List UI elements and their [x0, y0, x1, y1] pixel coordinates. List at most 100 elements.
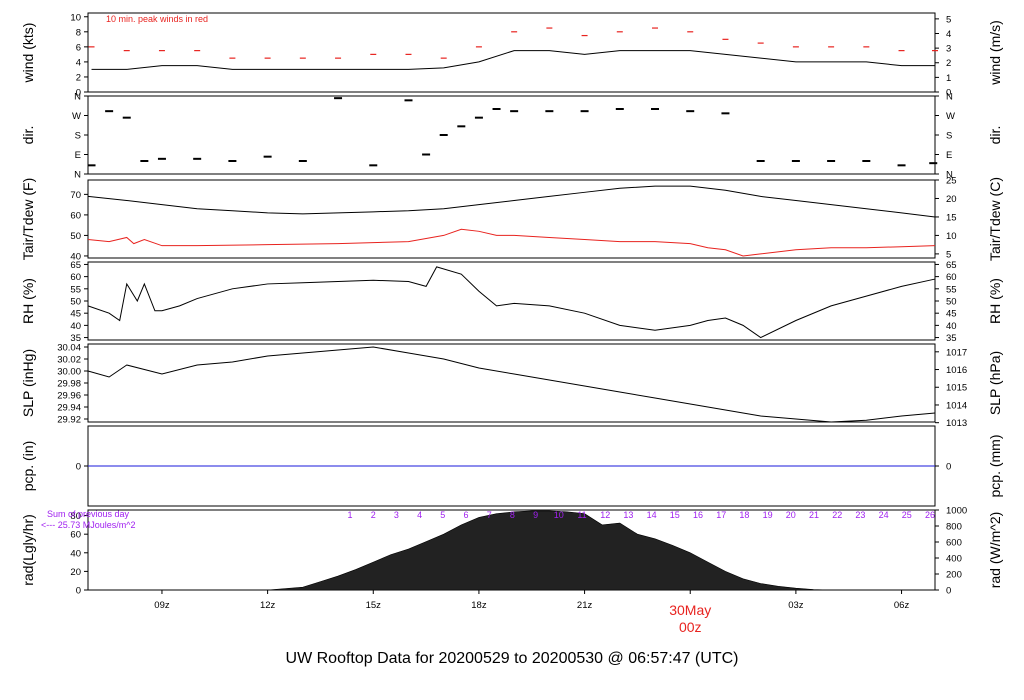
ytick-label-left: 40	[70, 251, 81, 262]
ytick-label-left: N	[74, 92, 81, 103]
rad-hour-label: 3	[394, 510, 399, 520]
ytick-label-left: 45	[70, 309, 81, 320]
ytick-label-right: 600	[946, 538, 962, 549]
panel-pcp: pcp. (in) pcp. (mm) 0 0	[20, 425, 1003, 507]
ytick-label-left: 0	[76, 88, 81, 99]
ylabel-left: wind (kts)	[20, 23, 36, 84]
ytick-label-right: 1017	[946, 347, 967, 358]
ytick-label-left: 50	[70, 297, 81, 308]
series-wind	[91, 50, 935, 70]
ytick-label-right: 65	[946, 260, 957, 271]
rad-hour-label: 16	[693, 510, 703, 520]
ytick-label-right: 50	[946, 297, 957, 308]
rad-hour-label: 8	[510, 510, 515, 520]
ytick-label-right: W	[946, 111, 955, 122]
rad-hour-label: 5	[440, 510, 445, 520]
chart-title: UW Rooftop Data for 20200529 to 20200530…	[285, 650, 739, 667]
ytick-label-left: 40	[70, 321, 81, 332]
ytick-label-left: 20	[70, 567, 81, 578]
rad-hour-label: 15	[670, 510, 680, 520]
ytick-label-right: 0	[946, 586, 951, 597]
xtick-label: 12z	[260, 600, 276, 611]
ytick-label-left: 29.92	[57, 415, 81, 426]
ytick-label-left: 70	[70, 190, 81, 201]
ylabel-left: dir.	[20, 126, 36, 145]
xtick-label: 18z	[471, 600, 487, 611]
ytick-label-left: 60	[70, 272, 81, 283]
date-label: 30May	[669, 602, 711, 618]
ytick-label-right: 0	[946, 462, 951, 473]
ytick-label-right: S	[946, 131, 952, 142]
panel-frame	[87, 343, 936, 423]
ylabel-right: pcp. (mm)	[987, 435, 1003, 498]
rad-hour-label: 26	[925, 510, 935, 520]
ytick-label-left: 30.04	[57, 343, 81, 354]
rad-hour-label: 20	[786, 510, 796, 520]
ytick-label-right: 200	[946, 570, 962, 581]
ytick-label-left: 40	[70, 548, 81, 559]
ytick-label-left: W	[72, 111, 81, 122]
ytick-label-right: 1013	[946, 418, 967, 429]
ytick-label-right: 1000	[946, 506, 967, 517]
rad-hour-label: 13	[623, 510, 633, 520]
ytick-label-left: N	[74, 170, 81, 181]
ytick-label-left: 2	[76, 72, 81, 83]
ytick-label-left: 4	[76, 57, 81, 68]
ylabel-right: Tair/Tdew (C)	[987, 177, 1003, 261]
ylabel-right: SLP (hPa)	[987, 351, 1003, 415]
xtick-label: 09z	[154, 600, 170, 611]
xtick-label: 06z	[894, 600, 910, 611]
rad-sum-note: <--- 25.73 MJoules/m^2	[41, 520, 136, 530]
ytick-label-left: 30.00	[57, 367, 81, 378]
series-SLP	[87, 346, 936, 423]
rad-hour-label: 14	[647, 510, 657, 520]
ytick-label-left: 8	[76, 27, 81, 38]
rad-hour-label: 6	[463, 510, 468, 520]
rad-hour-label: 24	[879, 510, 889, 520]
date-hour-label: 00z	[679, 619, 702, 635]
panel-frame	[87, 95, 936, 175]
ytick-label-right: 1014	[946, 400, 967, 411]
ytick-label-right: 1015	[946, 383, 967, 394]
ytick-label-right: 5	[946, 249, 951, 260]
rad-hour-label: 21	[809, 510, 819, 520]
ylabel-left: pcp. (in)	[20, 441, 36, 492]
ytick-label-left: 0	[76, 586, 81, 597]
ylabel-right: wind (m/s)	[987, 20, 1003, 86]
ytick-label-right: 2	[946, 58, 951, 69]
ytick-label-left: 10	[70, 12, 81, 23]
rad-hour-label: 11	[577, 510, 586, 520]
ytick-label-right: 5	[946, 14, 951, 25]
ytick-label-left: 6	[76, 42, 81, 53]
panel-frame	[87, 261, 936, 341]
rad-hour-label: 12	[600, 510, 610, 520]
ytick-label-right: E	[946, 150, 952, 161]
rad-hour-label: 19	[763, 510, 773, 520]
ytick-label-right: 55	[946, 284, 957, 295]
ytick-label-right: 3	[946, 44, 951, 55]
ytick-label-right: N	[946, 92, 953, 103]
ytick-label-left: 29.98	[57, 379, 81, 390]
ylabel-left: rad(Lgly/hr)	[20, 514, 36, 586]
ylabel-left: Tair/Tdew (F)	[20, 178, 36, 260]
ytick-label-left: 29.94	[57, 403, 81, 414]
panel-slp: SLP (inHg) SLP (hPa)29.9229.9429.9629.983…	[20, 343, 1003, 430]
xtick-label: 15z	[366, 600, 382, 611]
panel-wind: wind (kts) wind (m/s) 0 2 4 6 8 10 0 1 2 3 4 5 10 min.…	[20, 12, 1003, 98]
ytick-label-right: 4	[946, 29, 951, 40]
xtick-label: 21z	[577, 600, 593, 611]
ylabel-right: RH (%)	[987, 278, 1003, 324]
ytick-label-right: 1016	[946, 365, 967, 376]
ylabel-left: RH (%)	[20, 278, 36, 324]
xtick-label: 03z	[788, 600, 804, 611]
ytick-label-left: 60	[70, 530, 81, 541]
ylabel-right: dir.	[987, 126, 1003, 145]
panel-rad: rad(Lgly/hr) rad (W/m^2)02040608002004006…	[20, 506, 1003, 597]
series-Tdew	[87, 228, 936, 257]
ytick-label-left: 50	[70, 231, 81, 242]
ytick-label-left: 29.96	[57, 391, 81, 402]
rad-hour-label: 2	[371, 510, 376, 520]
ytick-label-left: E	[75, 150, 81, 161]
ytick-label-left: S	[75, 131, 81, 142]
